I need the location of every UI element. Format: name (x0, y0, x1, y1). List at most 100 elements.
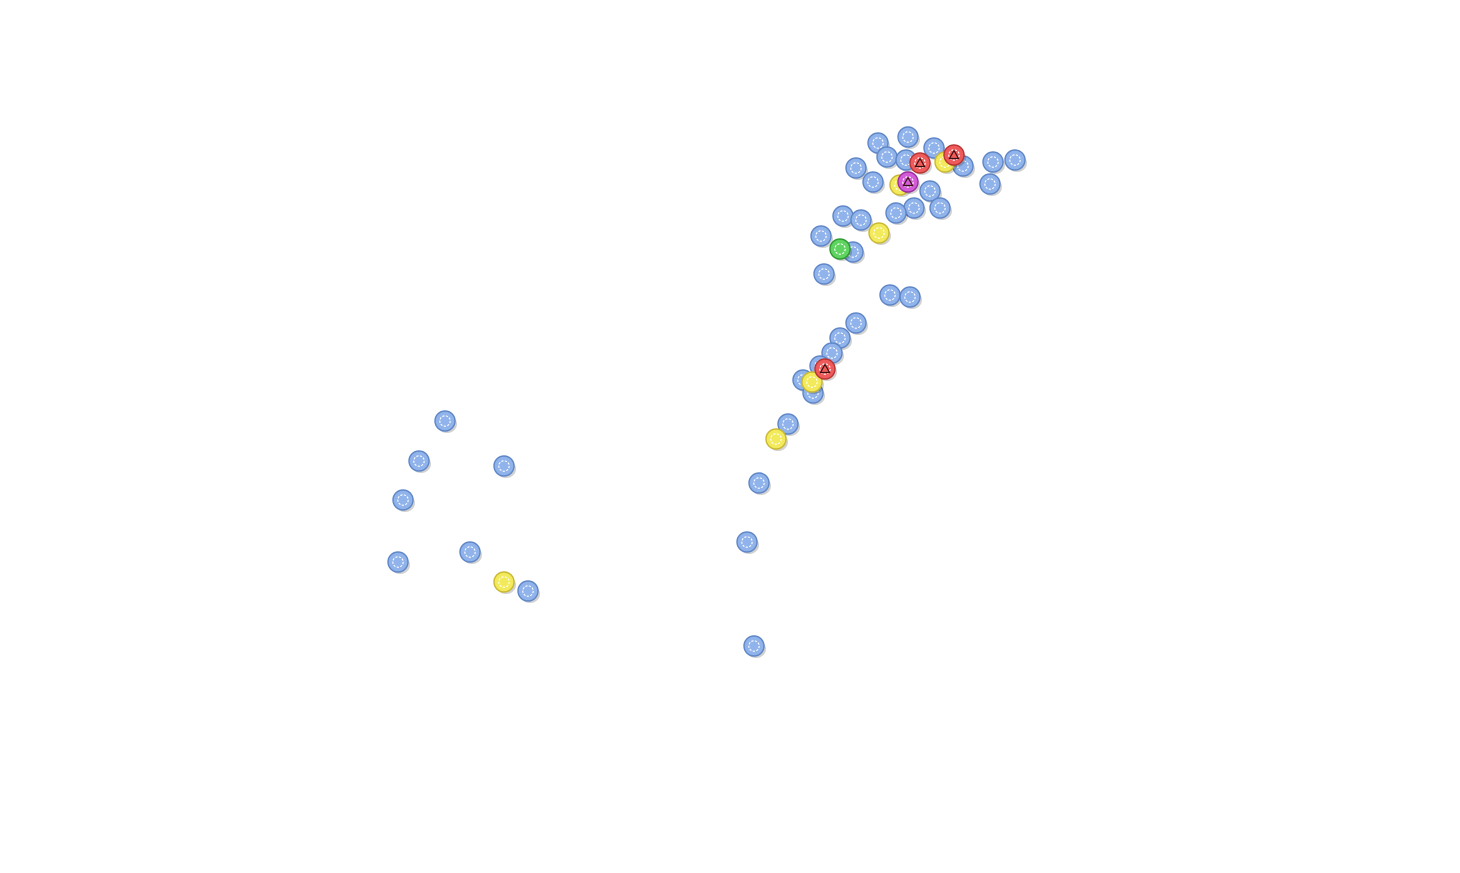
circle-marker-blue[interactable] (876, 146, 899, 169)
marker-ring (919, 180, 941, 202)
marker-inner-ring (850, 317, 862, 329)
marker-inner-ring (902, 176, 914, 188)
marker-inner-ring (818, 268, 830, 280)
marker-inner-ring (770, 433, 782, 445)
marker-ring (909, 152, 931, 174)
marker-inner-ring (890, 207, 902, 219)
marker-inner-ring (807, 387, 819, 399)
marker-inner-ring (957, 160, 969, 172)
circle-marker-blue[interactable] (929, 197, 952, 220)
marker-ring (743, 635, 765, 657)
marker-inner-ring (834, 332, 846, 344)
marker-ring (845, 312, 867, 334)
circle-marker-blue[interactable] (979, 173, 1002, 196)
marker-ring (736, 531, 758, 553)
marker-inner-ring (850, 162, 862, 174)
circle-marker-blue[interactable] (493, 455, 516, 478)
marker-ring (748, 472, 770, 494)
marker-ring (929, 197, 951, 219)
marker-ring (879, 284, 901, 306)
circle-marker-yellow[interactable] (801, 371, 824, 394)
marker-ring (897, 126, 919, 148)
marker-inner-ring (914, 157, 926, 169)
circle-marker-green[interactable] (829, 238, 852, 261)
circle-marker-blue[interactable] (845, 157, 868, 180)
circle-marker-yellow[interactable] (868, 222, 891, 245)
circle-marker-blue[interactable] (387, 551, 410, 574)
circle-marker-blue[interactable] (743, 635, 766, 658)
marker-inner-ring (867, 176, 879, 188)
marker-ring (387, 551, 409, 573)
circle-marker-blue[interactable] (862, 171, 885, 194)
circle-marker-blue[interactable] (517, 580, 540, 603)
circle-marker-blue[interactable] (897, 126, 920, 149)
marker-inner-ring (397, 494, 409, 506)
marker-ring (943, 144, 965, 166)
triangle-marker-red[interactable] (814, 358, 837, 381)
circle-marker-blue[interactable] (850, 209, 873, 232)
marker-inner-ring (819, 363, 831, 375)
marker-inner-ring (884, 289, 896, 301)
triangle-icon (948, 149, 960, 160)
marker-inner-ring (464, 546, 476, 558)
marker-ring (897, 171, 919, 193)
marker-inner-ring (753, 477, 765, 489)
marker-inner-ring (934, 202, 946, 214)
marker-inner-ring (806, 376, 818, 388)
triangle-marker-magenta[interactable] (897, 171, 920, 194)
marker-inner-ring (948, 149, 960, 161)
circle-marker-blue[interactable] (810, 225, 833, 248)
marker-inner-ring (873, 227, 885, 239)
triangle-icon (914, 157, 926, 168)
circle-marker-blue[interactable] (899, 286, 922, 309)
marker-ring (899, 286, 921, 308)
marker-inner-ring (1009, 154, 1021, 166)
circle-marker-blue[interactable] (748, 472, 771, 495)
marker-inner-ring (439, 415, 451, 427)
marker-ring (434, 410, 456, 432)
circle-marker-blue[interactable] (736, 531, 759, 554)
marker-ring (810, 225, 832, 247)
marker-ring (832, 205, 854, 227)
marker-inner-ring (826, 347, 838, 359)
marker-ring (876, 146, 898, 168)
marker-inner-ring (872, 137, 884, 149)
marker-ring (1004, 149, 1026, 171)
marker-ring (517, 580, 539, 602)
triangle-marker-red[interactable] (943, 144, 966, 167)
triangle-marker-red[interactable] (909, 152, 932, 175)
marker-ring (814, 358, 836, 380)
marker-inner-ring (498, 460, 510, 472)
marker-ring (408, 450, 430, 472)
marker-inner-ring (782, 418, 794, 430)
marker-ring (850, 209, 872, 231)
circle-marker-blue[interactable] (434, 410, 457, 433)
marker-inner-ring (924, 185, 936, 197)
circle-marker-blue[interactable] (459, 541, 482, 564)
marker-inner-ring (984, 178, 996, 190)
circle-marker-blue[interactable] (777, 413, 800, 436)
marker-inner-ring (834, 243, 846, 255)
circle-marker-blue[interactable] (813, 263, 836, 286)
marker-ring (765, 428, 787, 450)
marker-inner-ring (881, 151, 893, 163)
circle-marker-blue[interactable] (885, 202, 908, 225)
marker-inner-ring (855, 214, 867, 226)
marker-inner-ring (987, 156, 999, 168)
circle-marker-yellow[interactable] (493, 571, 516, 594)
circle-marker-blue[interactable] (392, 489, 415, 512)
circle-marker-blue[interactable] (1004, 149, 1027, 172)
marker-inner-ring (522, 585, 534, 597)
marker-ring (777, 413, 799, 435)
circle-marker-blue[interactable] (408, 450, 431, 473)
marker-ring (862, 171, 884, 193)
marker-ring (868, 222, 890, 244)
marker-inner-ring (815, 230, 827, 242)
circle-marker-yellow[interactable] (765, 428, 788, 451)
circle-marker-blue[interactable] (845, 312, 868, 335)
marker-inner-ring (741, 536, 753, 548)
circle-marker-blue[interactable] (982, 151, 1005, 174)
marker-inner-ring (908, 202, 920, 214)
